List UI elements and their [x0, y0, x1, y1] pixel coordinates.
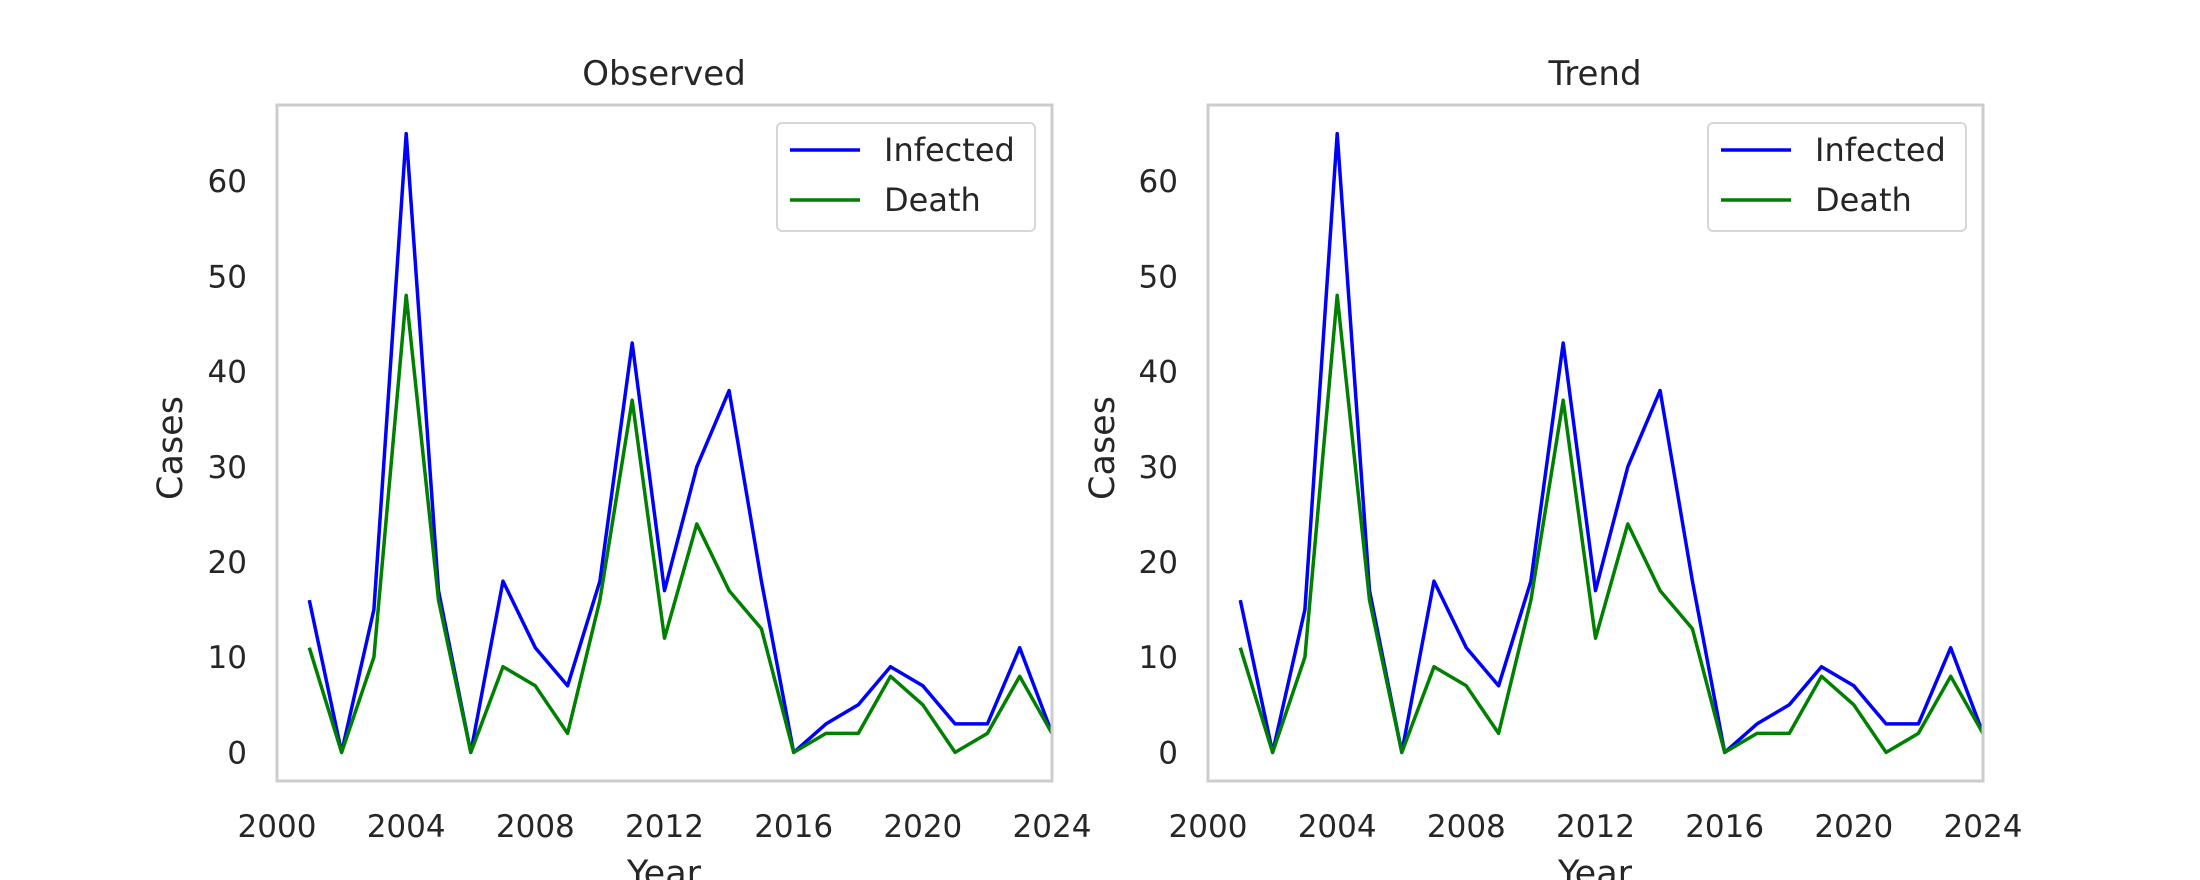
y-tick-label: 40: [208, 355, 247, 391]
x-tick-label: 2020: [1814, 809, 1893, 845]
x-tick-label: 2024: [1944, 809, 2023, 845]
legend: Infected Death: [1707, 122, 1967, 232]
series-line-death: [1238, 293, 1985, 755]
x-tick-label: 2000: [1169, 809, 1248, 845]
x-tick-labels: 2000 2004 2008 2012 2016 2020 2024: [1169, 809, 2023, 845]
x-tick-label: 2000: [238, 809, 317, 845]
x-tick-label: 2012: [625, 809, 704, 845]
series-line-death: [307, 293, 1054, 755]
x-axis-label: Year: [626, 854, 702, 880]
y-tick-label: 20: [1139, 545, 1178, 581]
series-lines: [1238, 131, 1985, 755]
x-tick-label: 2004: [1298, 809, 1377, 845]
y-tick-label: 60: [208, 164, 247, 200]
x-tick-labels: 2000 2004 2008 2012 2016 2020 2024: [238, 809, 1092, 845]
x-axis-label: Year: [1557, 854, 1633, 880]
series-line-infected: [1238, 131, 1985, 755]
series-lines: [307, 131, 1054, 755]
y-tick-label: 10: [1139, 640, 1178, 676]
x-tick-label: 2016: [754, 809, 833, 845]
legend-label-infected: Infected: [884, 131, 1015, 169]
x-tick-label: 2012: [1556, 809, 1635, 845]
y-axis-label: Cases: [151, 396, 191, 500]
x-tick-label: 2008: [496, 809, 575, 845]
y-tick-label: 50: [1139, 259, 1178, 295]
y-tick-label: 50: [208, 259, 247, 295]
y-axis-label: Cases: [1083, 396, 1123, 500]
x-tick-label: 2004: [367, 809, 446, 845]
x-tick-label: 2008: [1427, 809, 1506, 845]
chart-title: Observed: [582, 54, 746, 94]
x-tick-label: 2020: [883, 809, 962, 845]
y-tick-label: 20: [208, 545, 247, 581]
y-tick-label: 60: [1139, 164, 1178, 200]
x-tick-label: 2016: [1685, 809, 1764, 845]
x-tick-label: 2024: [1013, 809, 1092, 845]
legend-label-infected: Infected: [1815, 131, 1946, 169]
legend-label-death: Death: [884, 181, 981, 219]
y-tick-label: 0: [227, 735, 247, 771]
y-tick-label: 40: [1139, 355, 1178, 391]
chart-title: Trend: [1547, 54, 1641, 94]
y-tick-label: 10: [208, 640, 247, 676]
y-tick-labels: 0 10 20 30 40 50 60: [208, 164, 247, 771]
axes-frame: [275, 103, 1054, 783]
legend: Infected Death: [776, 122, 1036, 232]
y-tick-labels: 0 10 20 30 40 50 60: [1139, 164, 1178, 771]
y-tick-label: 30: [1139, 450, 1178, 486]
series-line-infected: [307, 131, 1054, 755]
y-tick-label: 0: [1158, 735, 1178, 771]
axes-frame: [1206, 103, 1985, 783]
legend-label-death: Death: [1815, 181, 1912, 219]
y-tick-label: 30: [208, 450, 247, 486]
